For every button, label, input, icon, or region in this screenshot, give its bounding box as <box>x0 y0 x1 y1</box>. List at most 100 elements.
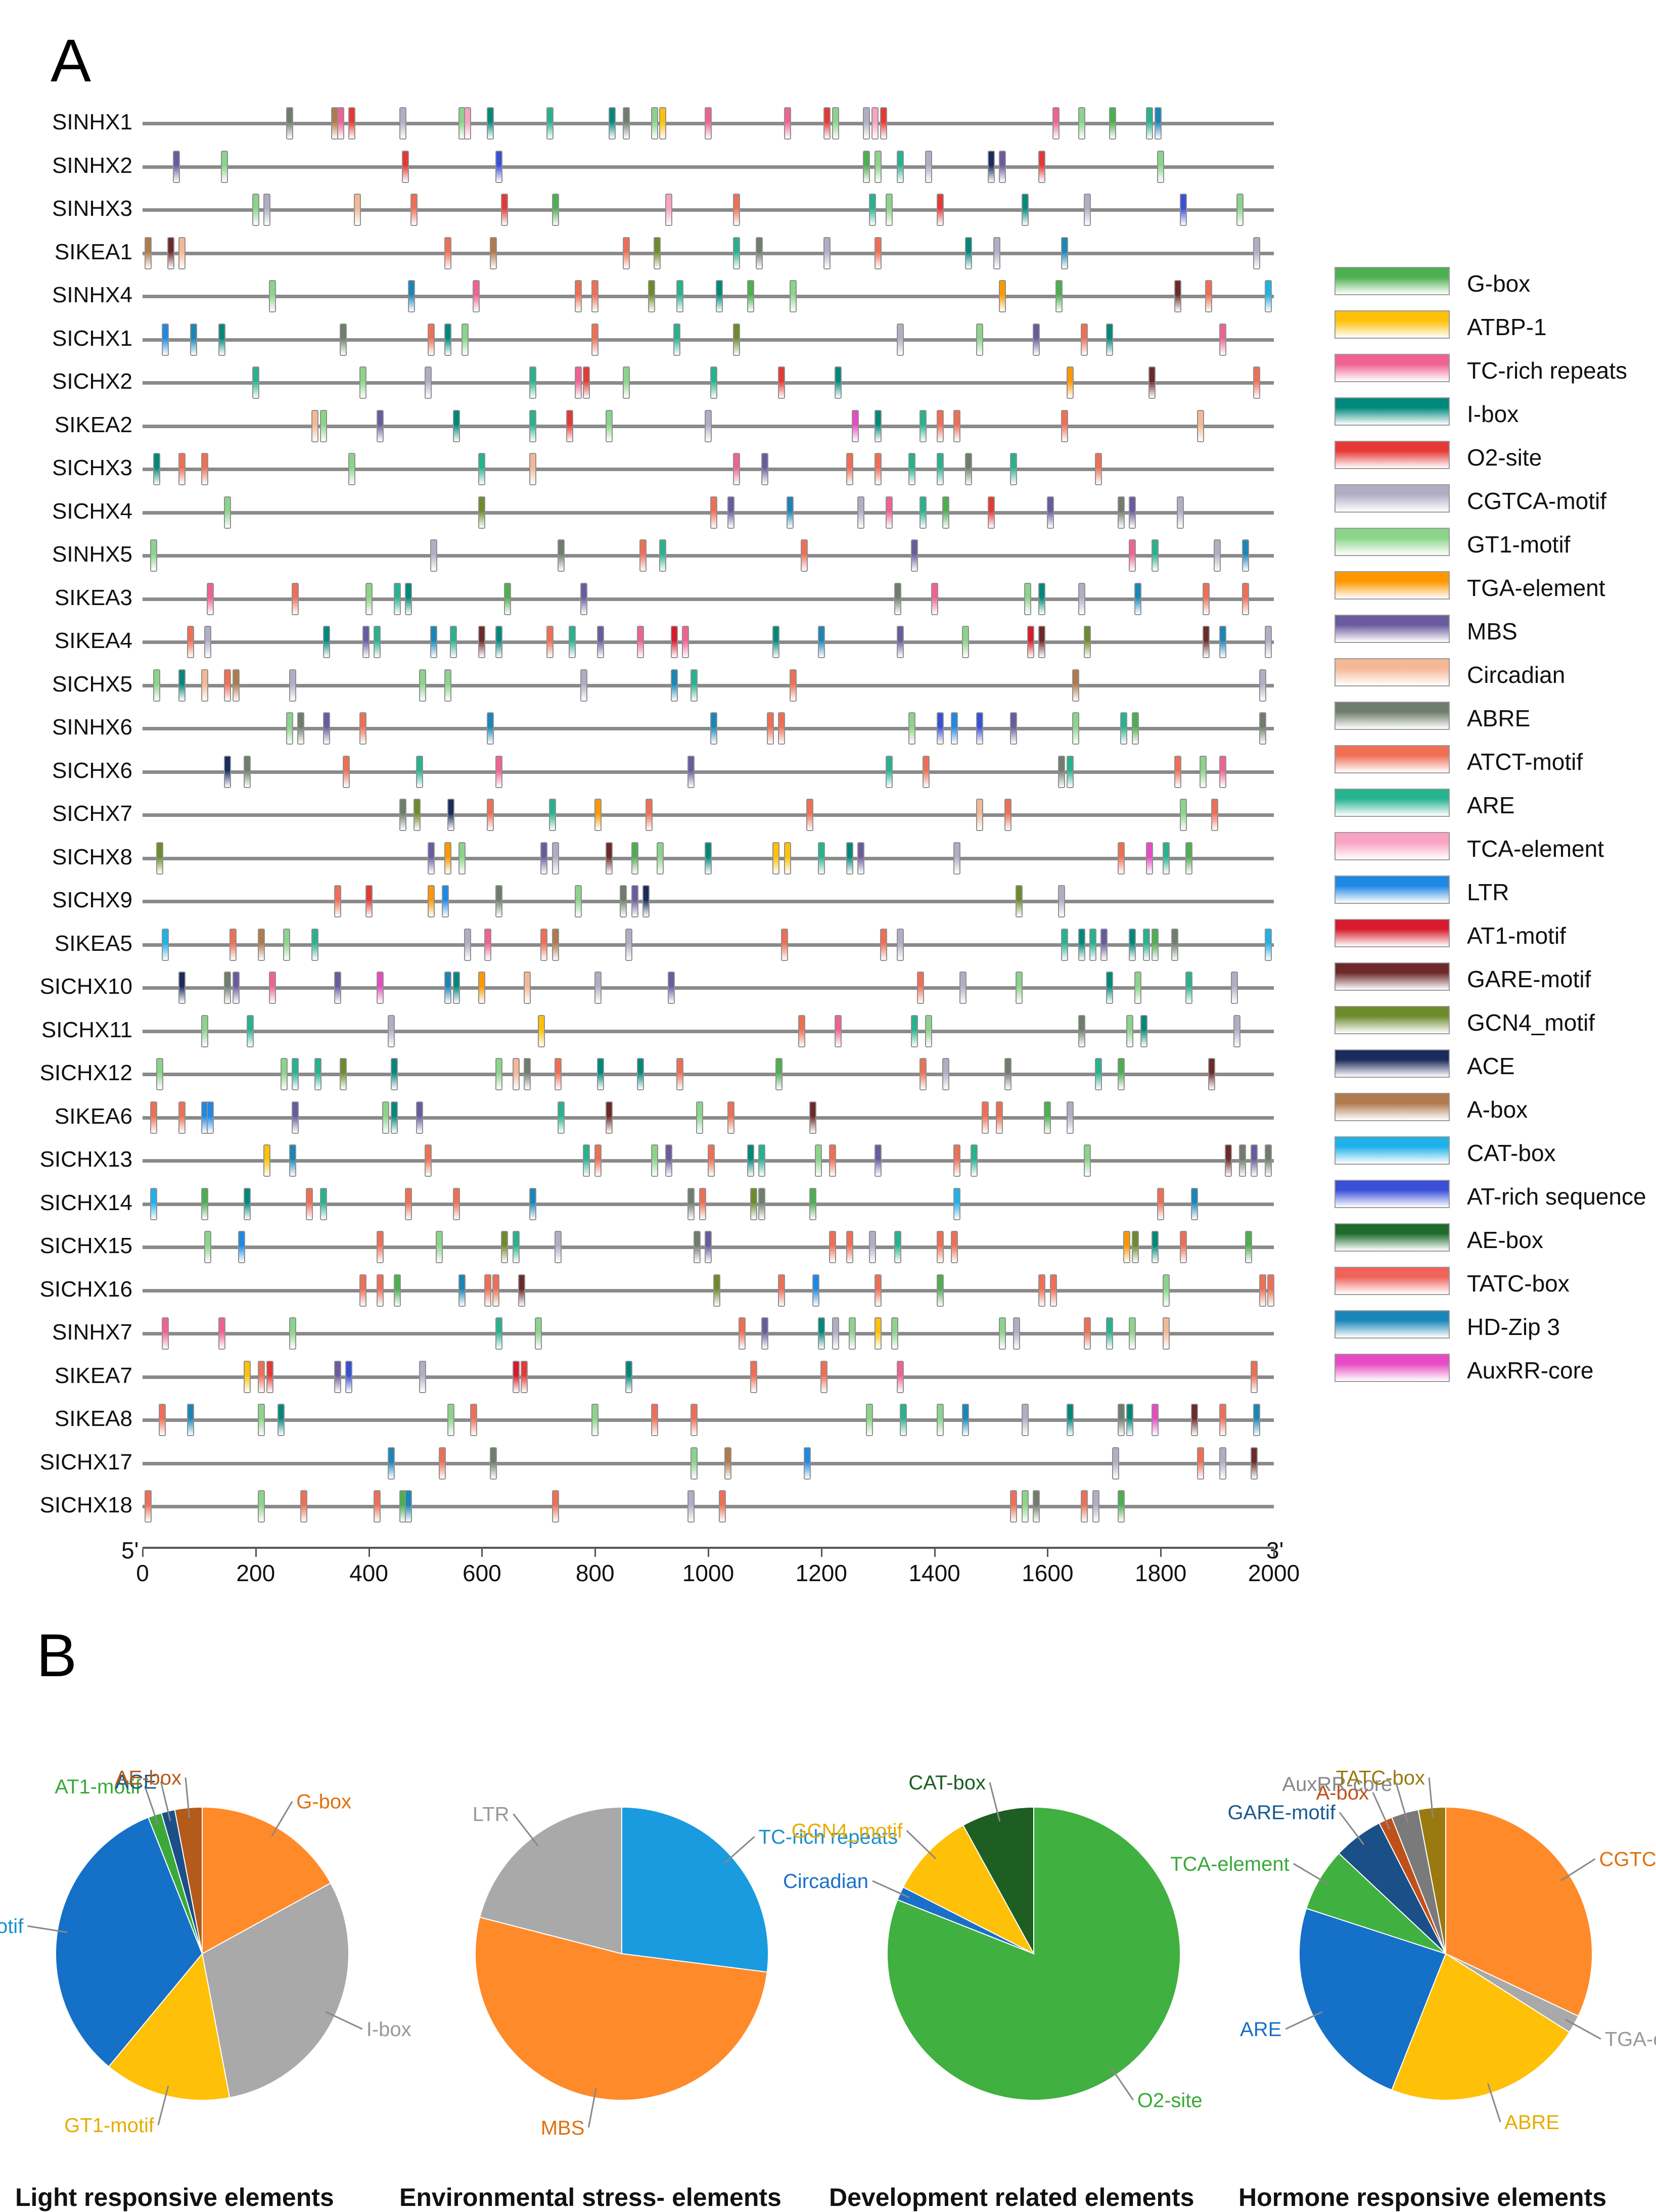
motif-mark <box>606 842 613 874</box>
motif-mark <box>1021 194 1029 226</box>
motif-mark <box>1021 1404 1029 1436</box>
legend-item: AT-rich sequence <box>1335 1180 1648 1210</box>
motif-mark <box>919 496 927 529</box>
motif-mark <box>537 1015 545 1047</box>
motif-mark <box>987 150 995 183</box>
motif-mark <box>1264 1144 1272 1177</box>
motif-mark <box>846 453 853 485</box>
motif-mark <box>874 453 882 485</box>
motif-mark <box>865 1404 873 1436</box>
motif-mark <box>851 409 859 442</box>
legend-item: MBS <box>1335 615 1648 645</box>
pie-title-development: Development related elements <box>829 2183 1194 2211</box>
motif-mark <box>413 799 421 831</box>
motif-mark <box>551 1490 559 1523</box>
motif-mark <box>470 1404 477 1436</box>
motif-mark <box>1239 1144 1247 1177</box>
pie-leader-line <box>723 1836 755 1864</box>
motif-mark <box>835 1015 842 1047</box>
motif-mark <box>1179 1231 1187 1263</box>
legend-swatch <box>1335 615 1450 643</box>
gene-label: SICHX5 <box>52 671 132 697</box>
motif-mark <box>416 755 424 788</box>
pie-leader-line <box>989 1782 1001 1822</box>
motif-mark <box>705 842 712 874</box>
motif-mark <box>1095 1058 1102 1090</box>
pie-leader-line <box>1560 1858 1596 1881</box>
motif-mark <box>594 972 602 1004</box>
motif-mark <box>789 280 797 312</box>
pie-slice-label: TATC-box <box>1336 1767 1425 1789</box>
gene-label: SICHX15 <box>39 1233 132 1258</box>
legend-item: TGA-element <box>1335 571 1648 602</box>
motif-mark <box>473 280 480 312</box>
x-axis-tick-label: 1800 <box>1135 1560 1187 1586</box>
motif-mark <box>911 1015 918 1047</box>
legend-label: ABRE <box>1467 705 1531 731</box>
motif-mark <box>489 237 497 269</box>
motif-mark <box>1067 366 1074 399</box>
motif-mark <box>622 366 630 399</box>
pie-slice <box>621 1806 769 1973</box>
motif-mark <box>996 1101 1003 1134</box>
gene-label: SINHX7 <box>52 1320 132 1345</box>
motif-mark <box>1245 1231 1252 1263</box>
motif-mark <box>846 1231 853 1263</box>
motif-mark <box>289 1317 296 1350</box>
motif-mark <box>439 1447 446 1480</box>
gene-line <box>143 770 1274 774</box>
motif-mark <box>558 539 565 572</box>
motif-mark <box>1134 972 1142 1004</box>
motif-mark <box>606 409 613 442</box>
legend-label: GT1-motif <box>1467 531 1571 558</box>
motif-mark <box>487 107 494 140</box>
motif-mark <box>244 1360 251 1393</box>
motif-mark <box>223 972 231 1004</box>
motif-mark <box>523 1058 531 1090</box>
motif-mark <box>1152 928 1159 961</box>
gene-label: SICHX3 <box>52 455 132 480</box>
motif-mark <box>778 366 786 399</box>
gene-line <box>143 251 1274 255</box>
legend-swatch <box>1335 658 1450 686</box>
legend-swatch <box>1335 484 1450 513</box>
motif-mark <box>518 1274 525 1307</box>
pie-slice-label: AT1-motif <box>55 1776 141 1798</box>
motif-mark <box>691 1404 698 1436</box>
motif-mark <box>908 712 915 745</box>
motif-mark <box>425 366 432 399</box>
motif-mark <box>223 496 231 529</box>
gene-label: SIKEA3 <box>54 585 132 610</box>
legend-item: G-box <box>1335 267 1648 297</box>
pie-leader-line <box>1110 2066 1134 2101</box>
motif-mark <box>1067 755 1074 788</box>
motif-mark <box>894 582 901 615</box>
motif-mark <box>232 669 240 702</box>
gene-line <box>143 165 1274 169</box>
motif-mark <box>758 1144 766 1177</box>
motif-mark <box>495 1058 502 1090</box>
motif-mark <box>323 712 330 745</box>
motif-mark <box>1004 1058 1012 1090</box>
pie-slice-label: CGTCA-motif <box>1599 1848 1656 1870</box>
motif-mark <box>846 842 853 874</box>
motif-mark <box>436 1231 443 1263</box>
x-axis-tick <box>1160 1549 1162 1557</box>
motif-mark <box>246 1015 254 1047</box>
pie-slice-label: ABRE <box>1504 2111 1559 2134</box>
motif-mark <box>1117 1490 1125 1523</box>
motif-mark <box>874 237 882 269</box>
motif-mark <box>512 1360 520 1393</box>
motif-mark <box>342 755 350 788</box>
motif-mark <box>1013 1317 1020 1350</box>
motif-mark <box>1219 1447 1227 1480</box>
motif-mark <box>874 150 882 183</box>
motif-mark <box>1129 539 1136 572</box>
legend-swatch <box>1335 1180 1450 1208</box>
motif-mark <box>1010 1490 1018 1523</box>
legend-label: TC-rich repeats <box>1467 357 1627 384</box>
legend-swatch <box>1335 441 1450 469</box>
pie-leader-line <box>1487 2083 1501 2123</box>
motif-mark <box>453 972 461 1004</box>
motif-mark <box>1106 323 1114 356</box>
